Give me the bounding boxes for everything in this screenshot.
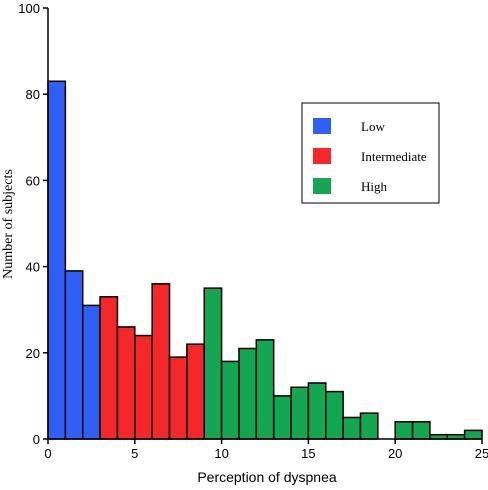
x-tick-label: 0 xyxy=(44,446,51,461)
bar-intermediate-8 xyxy=(186,343,205,440)
bar-high-24 xyxy=(463,429,483,440)
bar-high-21 xyxy=(411,421,431,440)
bar-high-17 xyxy=(342,416,362,440)
bar-intermediate-3 xyxy=(99,296,119,440)
legend-label-high: High xyxy=(361,179,388,194)
bar-low-0 xyxy=(47,80,67,440)
x-tick-label: 25 xyxy=(475,446,488,461)
y-tick-label: 80 xyxy=(26,87,40,102)
x-axis-title: Perception of dyspnea xyxy=(197,469,337,485)
bar-high-11 xyxy=(238,347,258,440)
legend-label-intermediate: Intermediate xyxy=(361,149,427,164)
x-tick-label: 5 xyxy=(131,446,138,461)
bar-intermediate-5 xyxy=(134,334,153,440)
axes-group xyxy=(47,8,482,440)
bar-intermediate-4 xyxy=(116,326,136,440)
legend-swatch-intermediate xyxy=(313,148,331,164)
legend-swatch-low xyxy=(313,118,331,134)
bar-high-9 xyxy=(203,287,223,440)
bar-high-18 xyxy=(359,412,379,440)
bar-low-1 xyxy=(64,270,84,440)
y-axis-title: Number of subjects xyxy=(1,169,16,279)
bar-high-12 xyxy=(255,339,275,440)
y-tick-label: 40 xyxy=(26,260,40,275)
x-tick-label: 15 xyxy=(301,446,315,461)
bars-group xyxy=(47,80,483,440)
y-tick-label: 60 xyxy=(26,173,40,188)
bar-high-14 xyxy=(290,386,310,440)
bar-intermediate-7 xyxy=(168,356,188,440)
y-tick-label: 100 xyxy=(18,1,40,16)
bar-high-16 xyxy=(325,390,344,440)
bar-high-20 xyxy=(394,421,414,440)
y-tick-label: 0 xyxy=(33,432,40,447)
bar-low-2 xyxy=(81,304,101,440)
y-tick-label: 20 xyxy=(26,346,40,361)
bar-high-15 xyxy=(307,382,327,440)
bar-intermediate-6 xyxy=(151,283,171,440)
x-tick-label: 20 xyxy=(388,446,402,461)
legend: Low Intermediate High xyxy=(301,102,440,204)
legend-label-low: Low xyxy=(361,119,385,134)
bar-high-13 xyxy=(272,395,292,440)
ticks-group: 0 5 10 15 20 25 0 20 40 60 80 100 xyxy=(18,1,488,461)
legend-swatch-high xyxy=(313,178,331,194)
x-tick-label: 10 xyxy=(214,446,228,461)
bar-high-10 xyxy=(220,360,240,440)
